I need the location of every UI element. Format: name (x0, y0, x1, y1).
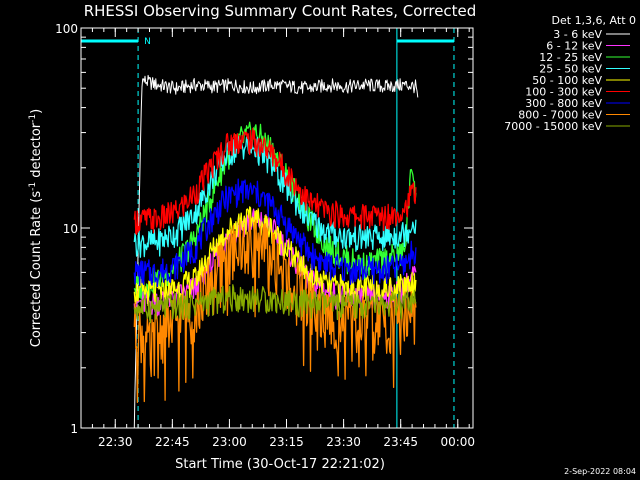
y-tick-label: 100 (55, 22, 78, 36)
legend-entry-label: 6 - 12 keV (546, 40, 602, 53)
y-label-end: ) (29, 109, 44, 114)
x-tick-label: 22:45 (155, 435, 190, 449)
series-line-6 (133, 178, 417, 288)
x-tick-label: 23:45 (383, 435, 418, 449)
legend-entry-label: 50 - 100 keV (532, 74, 602, 87)
legend-entry-label: 12 - 25 keV (539, 51, 602, 64)
y-label-mid: detector (29, 122, 44, 182)
x-tick-label: 00:00 (440, 435, 475, 449)
y-tick-label: 10 (63, 222, 78, 236)
night-marker-label: N (144, 37, 151, 47)
chart-title: RHESSI Observing Summary Count Rates, Co… (84, 2, 477, 20)
y-tick-label: 1 (70, 422, 78, 436)
series-line-0 (133, 74, 419, 429)
y-label-main: Corrected Count Rate (s (29, 191, 44, 348)
footer-timestamp: 2-Sep-2022 08:04 (564, 467, 636, 476)
x-tick-label: 22:30 (98, 435, 133, 449)
legend-entry-label: 800 - 7000 keV (518, 109, 602, 122)
series-line-8 (133, 284, 417, 324)
legend-entry-label: 7000 - 15000 keV (504, 120, 602, 133)
series-line-4 (133, 206, 417, 307)
y-label-exp-1: -1 (28, 182, 38, 191)
legend-entry-label: 3 - 6 keV (553, 28, 602, 41)
legend-entry-label: 100 - 300 keV (525, 86, 602, 99)
legend-entry-label: 25 - 50 keV (539, 63, 602, 76)
x-tick-label: 23:30 (326, 435, 361, 449)
y-axis-label: Corrected Count Rate (s-1 detector-1) (28, 109, 44, 347)
x-tick-label: 23:15 (269, 435, 304, 449)
legend-title: Det 1,3,6, Att 0 (552, 14, 636, 27)
x-tick-label: 23:00 (212, 435, 247, 449)
legend-entry-label: 300 - 800 keV (525, 97, 602, 110)
x-axis-label: Start Time (30-Oct-17 22:21:02) (175, 457, 385, 472)
series-line-5 (133, 127, 417, 235)
y-label-exp-2: -1 (28, 114, 38, 123)
